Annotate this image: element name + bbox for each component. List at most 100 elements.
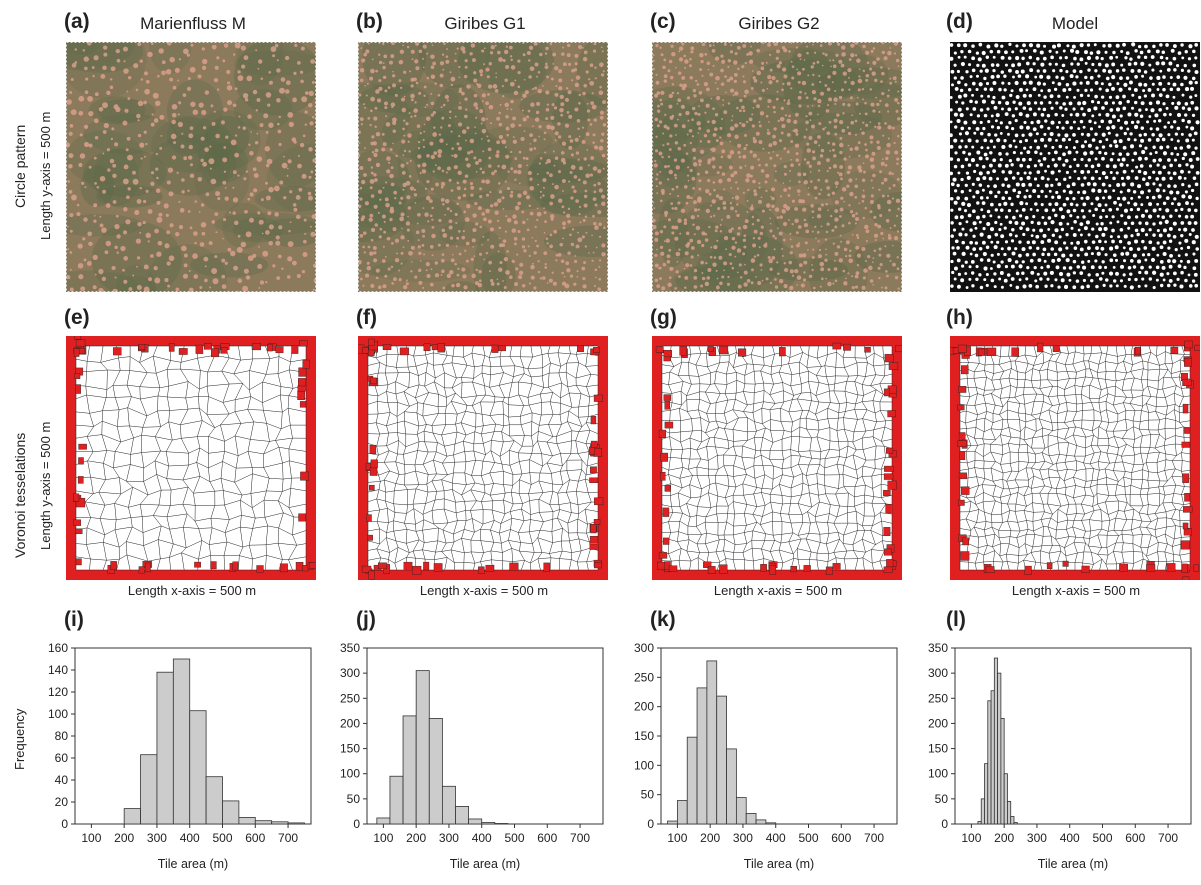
model-pattern-image [950,42,1200,292]
x-length-label-f: Length x-axis = 500 m [354,583,614,598]
histogram-bar [1014,822,1017,824]
y-tick-label: 150 [634,729,654,743]
x-tick-label: 200 [700,831,720,845]
x-tick-label: 700 [570,831,590,845]
x-tick-label: 400 [472,831,492,845]
y-tick-label: 0 [941,817,948,831]
x-tick-label: 500 [1092,831,1112,845]
x-axis-label: Tile area (m) [744,857,814,871]
y-tick-label: 100 [340,767,360,781]
x-length-label-e: Length x-axis = 500 m [62,583,322,598]
histogram-bar [157,672,173,824]
histogram-bar [223,801,239,824]
histogram-bar [456,806,469,824]
x-tick-label: 700 [278,831,298,845]
panel-letter-f: (f) [356,306,377,330]
histogram-bar [707,661,717,824]
histogram-bar [1011,816,1014,824]
y-tick-label: 60 [55,751,69,765]
panel-letter-k: (k) [650,608,676,632]
panel-title-giribes-g1: Giribes G1 [360,14,610,34]
y-tick-label: 350 [928,641,948,655]
x-length-label-g: Length x-axis = 500 m [648,583,908,598]
histogram-bar [206,777,222,824]
histogram-bar [288,823,304,824]
histogram-bar [403,716,416,824]
panel-letter-e: (e) [64,306,90,330]
histogram-bar [141,755,157,824]
x-tick-label: 200 [114,831,134,845]
histogram-bar [239,817,255,824]
x-tick-label: 100 [81,831,101,845]
y-tick-label: 160 [48,641,68,655]
x-tick-label: 100 [373,831,393,845]
x-tick-label: 600 [1125,831,1145,845]
y-length-label-middle: Length y-axis = 500 m [38,422,53,550]
x-axis-label: Tile area (m) [450,857,520,871]
x-tick-label: 100 [961,831,981,845]
y-tick-label: 100 [928,767,948,781]
y-tick-label: 50 [935,792,949,806]
x-tick-label: 300 [439,831,459,845]
panel-title-model: Model [950,14,1200,34]
histogram-bar [482,822,495,824]
histogram-bar [697,688,707,824]
histogram-bar [981,799,984,824]
x-tick-label: 700 [1158,831,1178,845]
histogram-bar [272,822,288,824]
aerial-image-giribes-g1 [358,42,608,292]
y-tick-label: 40 [55,773,69,787]
y-tick-label: 100 [634,758,654,772]
histogram-bar [677,801,687,824]
y-tick-label: 250 [340,691,360,705]
panel-letter-l: (l) [946,608,966,632]
histogram-bar [668,821,678,824]
x-length-label-h: Length x-axis = 500 m [946,583,1201,598]
aerial-image-giribes-g2 [652,42,902,292]
histogram-bar [416,671,429,824]
x-tick-label: 400 [766,831,786,845]
y-tick-label: 300 [634,641,654,655]
histogram-bar [377,818,390,824]
voronoi-giribes-g2 [652,336,902,580]
histogram-bar [756,820,766,824]
voronoi-marienfluss [66,336,316,580]
y-tick-label: 250 [634,670,654,684]
x-tick-label: 400 [1060,831,1080,845]
histogram-bar [190,711,206,824]
histogram-bar [991,691,994,824]
histogram-bar [985,764,988,824]
y-tick-label: 0 [647,817,654,831]
frequency-axis-label: Frequency [12,709,27,770]
histogram-bar [469,819,482,824]
histogram-bar [442,786,455,824]
histogram-bar [746,813,756,824]
histogram-bar [766,823,776,824]
histogram-bar [998,673,1001,824]
y-tick-label: 0 [353,817,360,831]
voronoi-model [950,336,1200,580]
y-tick-label: 50 [641,788,655,802]
y-tick-label: 20 [55,795,69,809]
row-label-voronoi: Voronoi tesselations [12,433,28,558]
y-tick-label: 120 [48,685,68,699]
histogram-bar [173,659,189,824]
aerial-image-marienfluss [66,42,316,292]
histogram-bar [1004,774,1007,824]
x-tick-label: 400 [180,831,200,845]
panel-letter-i: (i) [64,608,84,632]
histogram-bar [1007,801,1010,824]
histogram-bar [736,798,746,824]
x-tick-label: 300 [147,831,167,845]
histogram-bar [978,821,981,824]
histogram-bar [994,658,997,824]
x-tick-label: 500 [798,831,818,845]
y-tick-label: 200 [340,716,360,730]
y-tick-label: 200 [634,700,654,714]
panel-title-giribes-g2: Giribes G2 [654,14,904,34]
panel-letter-h: (h) [946,306,973,330]
row-label-circle-pattern: Circle pattern [12,125,28,208]
histogram-bar [255,821,271,824]
